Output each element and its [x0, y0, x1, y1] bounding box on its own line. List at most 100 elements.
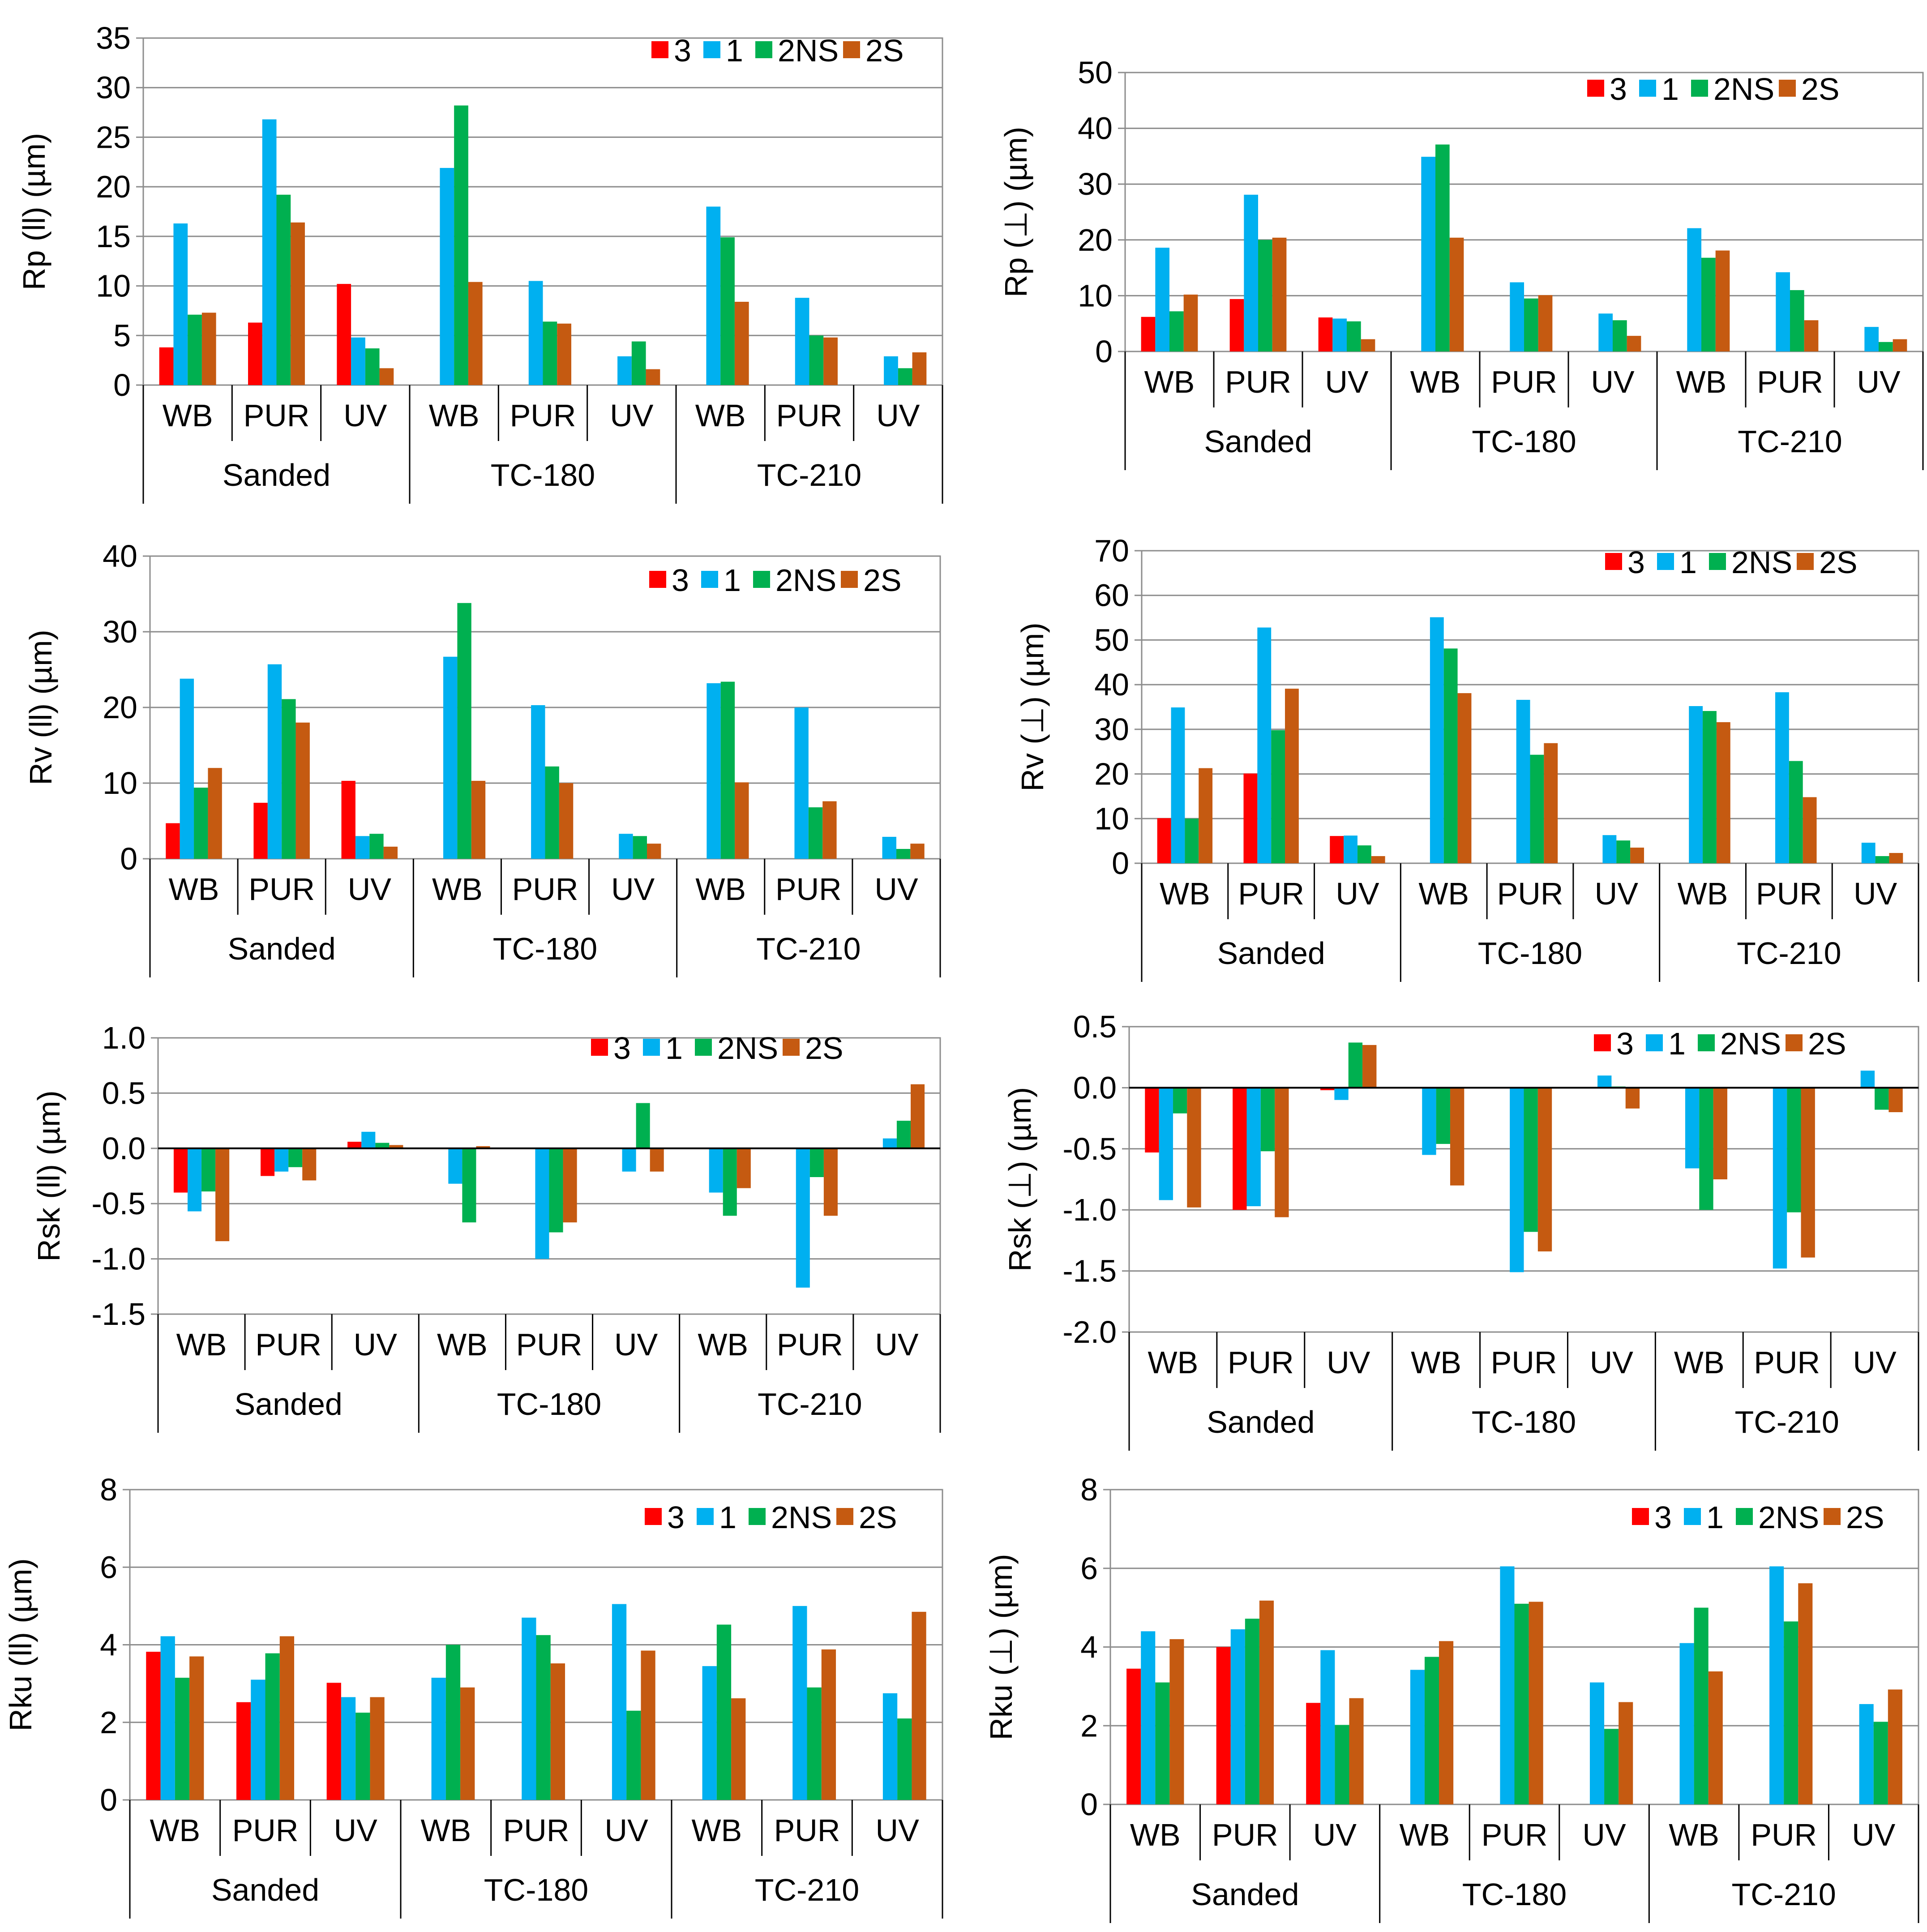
- legend-label: 2NS: [717, 1031, 778, 1066]
- bar-1-8: [796, 1148, 810, 1288]
- y-tick-label: 30: [96, 70, 131, 105]
- bar-1-2: [1230, 1629, 1245, 1804]
- bar-1-9: [1861, 843, 1876, 863]
- y-tick-label: 10: [1094, 801, 1129, 836]
- bar-2s-4: [1450, 1088, 1465, 1186]
- legend-swatch-2ns: [1698, 1034, 1715, 1051]
- bar-2s-6: [1627, 336, 1641, 351]
- bar-2s-1: [1169, 1639, 1184, 1804]
- bar-2ns-6: [631, 341, 646, 385]
- bar-1-4: [1422, 1088, 1436, 1155]
- bar-2ns-6: [626, 1710, 641, 1800]
- bar-3-2: [261, 1148, 275, 1176]
- bar-1-3: [1344, 835, 1357, 863]
- category-label: WB: [1160, 876, 1210, 911]
- category-label: WB: [169, 872, 219, 907]
- bar-1-7: [707, 683, 721, 859]
- bar-2s-4: [471, 780, 486, 859]
- bar-2s-9: [1889, 853, 1903, 863]
- bar-3-1: [1126, 1668, 1141, 1804]
- bar-2s-8: [821, 1649, 836, 1800]
- plot-frame: [157, 1037, 941, 1315]
- bar-1-7: [709, 1148, 723, 1193]
- bar-2ns-5: [543, 321, 557, 385]
- bar-2s-2: [291, 222, 305, 385]
- bar-2ns-3: [369, 834, 384, 859]
- legend: 3 1 2NS 2S: [1605, 545, 1858, 580]
- group-label: Sanded: [1191, 1877, 1299, 1912]
- category-label: WB: [691, 1813, 742, 1848]
- category-label: UV: [874, 872, 918, 907]
- bar-3-3: [347, 1141, 362, 1148]
- bar-2ns-5: [1524, 298, 1538, 351]
- bar-2s-2: [1285, 689, 1299, 863]
- bar-1-4: [1430, 617, 1444, 863]
- legend-swatch-1: [643, 1039, 660, 1056]
- bar-1-5: [1510, 282, 1524, 351]
- bar-2s-6: [1630, 848, 1644, 863]
- category-label: PUR: [244, 398, 310, 433]
- bar-2s-2: [302, 1148, 317, 1181]
- category-label: WB: [437, 1327, 488, 1362]
- bar-2s-1: [201, 313, 216, 385]
- category-label: WB: [1676, 364, 1727, 399]
- bar-2s-5: [550, 1663, 565, 1800]
- category-label: UV: [1336, 876, 1379, 911]
- legend-label: 1: [1668, 1026, 1686, 1061]
- category-label: WB: [1410, 364, 1461, 399]
- bar-2ns-8: [809, 1148, 824, 1177]
- group-label: Sanded: [234, 1387, 342, 1422]
- category-label: PUR: [1228, 1345, 1294, 1380]
- bar-2s-6: [1625, 1088, 1640, 1109]
- bar-2ns-9: [1879, 342, 1893, 351]
- bar-2s-6: [647, 844, 661, 859]
- bar-2ns-1: [1155, 1682, 1170, 1804]
- bar-3-3: [1318, 317, 1333, 351]
- bar-2s-7: [1713, 1088, 1727, 1179]
- chart-panel-4: 0 10 20 30 40 50 60 70 WB PUR UV WB PUR UV WB PUR UV Sand…: [1015, 533, 1919, 982]
- bar-2s-2: [279, 1636, 295, 1800]
- bar-2s-8: [823, 337, 838, 385]
- legend: 3 1 2NS 2S: [651, 33, 904, 68]
- category-label: PUR: [777, 1327, 843, 1362]
- y-tick-label: 70: [1094, 533, 1129, 568]
- group-label: Sanded: [211, 1872, 319, 1907]
- legend-swatch-2s: [836, 1508, 853, 1525]
- bar-2s-8: [1798, 1583, 1813, 1804]
- bar-1-3: [1332, 318, 1347, 351]
- category-label: WB: [695, 872, 746, 907]
- bar-1-9: [1859, 1704, 1874, 1804]
- bar-1-6: [1602, 835, 1617, 863]
- bar-2s-7: [1708, 1671, 1723, 1804]
- bar-2ns-5: [1514, 1603, 1529, 1804]
- bar-1-7: [1689, 706, 1703, 863]
- chart-panel-2: 0 10 20 30 40 50 WB PUR UV WB PUR UV WB PUR UV Sanded TC…: [998, 55, 1924, 470]
- bar-1-1: [180, 678, 194, 859]
- legend: 3 1 2NS 2S: [1594, 1026, 1846, 1061]
- legend-label: 1: [1679, 545, 1697, 580]
- group-label: TC-210: [756, 931, 861, 966]
- legend-swatch-3: [645, 1508, 662, 1525]
- bar-2ns-8: [1789, 761, 1803, 863]
- bar-2ns-3: [375, 1143, 390, 1148]
- bar-2ns-7: [716, 1624, 732, 1800]
- bar-1-2: [274, 1148, 289, 1172]
- bar-2ns-4: [462, 1148, 476, 1223]
- bar-2s-1: [1199, 768, 1213, 863]
- bar-2s-5: [1538, 295, 1553, 351]
- bar-2ns-1: [1169, 311, 1184, 351]
- bar-2s-3: [389, 1145, 403, 1148]
- category-label: UV: [875, 1327, 919, 1362]
- bar-2ns-3: [1347, 321, 1361, 351]
- bar-3-2: [253, 802, 268, 859]
- bar-2ns-8: [1790, 290, 1804, 351]
- legend-swatch-3: [1594, 1034, 1611, 1051]
- bar-2ns-5: [1530, 754, 1544, 863]
- bar-2ns-3: [1348, 1042, 1363, 1088]
- y-tick-label: 10: [1078, 278, 1113, 313]
- legend-label: 2NS: [1758, 1500, 1819, 1535]
- bar-2s-4: [1449, 237, 1464, 351]
- y-tick-label: 6: [100, 1550, 117, 1585]
- bar-2ns-5: [549, 1148, 563, 1233]
- y-tick-label: 0: [113, 368, 131, 403]
